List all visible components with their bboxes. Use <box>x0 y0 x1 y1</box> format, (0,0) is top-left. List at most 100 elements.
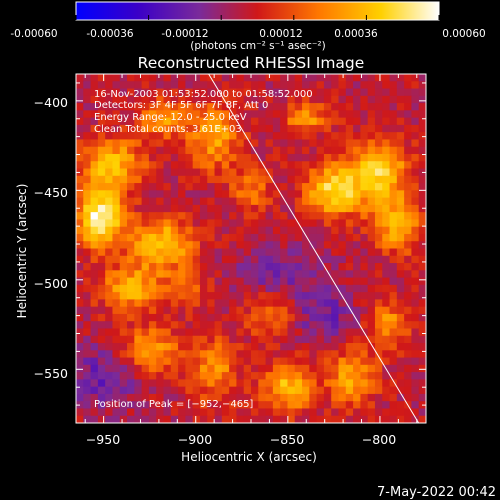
heatmap-cell <box>389 161 398 170</box>
heatmap-cell <box>382 335 391 344</box>
heatmap-cell <box>127 357 135 366</box>
heatmap-cell <box>345 386 354 395</box>
heatmap-cell <box>418 226 426 235</box>
heatmap-cell <box>156 226 165 235</box>
heatmap-cell <box>287 401 296 410</box>
heatmap-cell <box>338 139 347 148</box>
heatmap-cell <box>221 226 230 235</box>
heatmap-cell <box>294 139 303 148</box>
heatmap-cell <box>90 277 99 286</box>
heatmap-cell <box>272 197 281 206</box>
heatmap-cell <box>163 233 172 242</box>
heatmap-cell <box>331 226 340 235</box>
heatmap-cell <box>345 306 354 315</box>
heatmap-cell <box>258 153 267 162</box>
heatmap-cell <box>214 168 223 177</box>
heatmap-cell <box>265 263 274 271</box>
heatmap-cell <box>302 386 310 395</box>
heatmap-cell <box>112 212 121 221</box>
heatmap-cell <box>119 117 128 126</box>
heatmap-cell <box>309 415 318 423</box>
heatmap-cell <box>156 103 165 111</box>
heatmap-cell <box>127 95 135 104</box>
heatmap-cell <box>207 88 216 97</box>
heatmap-cell <box>221 95 230 104</box>
heatmap-cell <box>345 219 354 228</box>
heatmap-cell <box>251 103 259 111</box>
heatmap-cell <box>367 212 376 221</box>
heatmap-cell <box>294 284 303 293</box>
heatmap-cell <box>178 81 186 90</box>
heatmap-cell <box>316 241 325 250</box>
heatmap-cell <box>302 357 310 366</box>
heatmap-cell <box>185 299 194 308</box>
heatmap-cell <box>112 386 121 395</box>
heatmap-cell <box>323 117 332 126</box>
heatmap-cell <box>199 255 208 264</box>
heatmap-cell <box>76 364 84 373</box>
heatmap-cell <box>185 233 194 242</box>
heatmap-cell <box>76 183 84 191</box>
heatmap-cell <box>214 357 223 366</box>
heatmap-cell <box>411 364 420 373</box>
heatmap-cell <box>287 386 296 395</box>
heatmap-cell <box>141 292 150 300</box>
heatmap-cell <box>83 95 92 104</box>
heatmap-cell <box>221 401 230 410</box>
heatmap-cell <box>316 357 325 366</box>
heatmap-cell <box>229 146 238 155</box>
heatmap-cell <box>127 219 135 228</box>
heatmap-cell <box>163 277 172 286</box>
heatmap-cell <box>389 132 398 141</box>
heatmap-cell <box>280 335 289 344</box>
heatmap-cell <box>199 153 208 162</box>
heatmap-cell <box>302 408 310 417</box>
heatmap-cell <box>382 190 391 199</box>
heatmap-cell <box>134 343 143 351</box>
heatmap-cell <box>163 204 172 213</box>
heatmap-cell <box>214 219 223 228</box>
heatmap-cell <box>134 103 143 111</box>
heatmap-cell <box>156 204 165 213</box>
heatmap-cell <box>170 248 179 257</box>
heatmap-cell <box>294 117 303 126</box>
heatmap-cell <box>404 372 413 380</box>
heatmap-cell <box>418 386 426 395</box>
heatmap-cell <box>389 204 398 213</box>
heatmap-cell <box>90 110 99 119</box>
heatmap-cell <box>141 401 150 410</box>
heatmap-cell <box>302 277 310 286</box>
heatmap-cell <box>353 153 361 162</box>
heatmap-cell <box>338 263 347 271</box>
heatmap-cell <box>418 292 426 300</box>
heatmap-cell <box>199 175 208 184</box>
heatmap-cell <box>265 292 274 300</box>
heatmap-cell <box>374 183 383 191</box>
heatmap-cell <box>258 299 267 308</box>
heatmap-cell <box>170 219 179 228</box>
heatmap-cell <box>199 197 208 206</box>
heatmap-cell <box>214 299 223 308</box>
heatmap-cell <box>163 328 172 337</box>
heatmap-cell <box>302 103 310 111</box>
heatmap-cell <box>192 190 201 199</box>
heatmap-cell <box>148 343 157 351</box>
heatmap-cell <box>178 190 186 199</box>
heatmap-cell <box>353 117 361 126</box>
heatmap-cell <box>170 393 179 402</box>
heatmap-cell <box>90 190 99 199</box>
heatmap-cell <box>90 255 99 264</box>
heatmap-cell <box>287 233 296 242</box>
heatmap-cell <box>331 364 340 373</box>
heatmap-cell <box>258 175 267 184</box>
heatmap-cell <box>367 284 376 293</box>
heatmap-cell <box>294 88 303 97</box>
heatmap-cell <box>294 233 303 242</box>
heatmap-cell <box>148 161 157 170</box>
heatmap-cell <box>112 357 121 366</box>
heatmap-cell <box>302 168 310 177</box>
heatmap-cell <box>309 146 318 155</box>
heatmap-cell <box>134 364 143 373</box>
heatmap-cell <box>134 161 143 170</box>
heatmap-cell <box>97 241 106 250</box>
